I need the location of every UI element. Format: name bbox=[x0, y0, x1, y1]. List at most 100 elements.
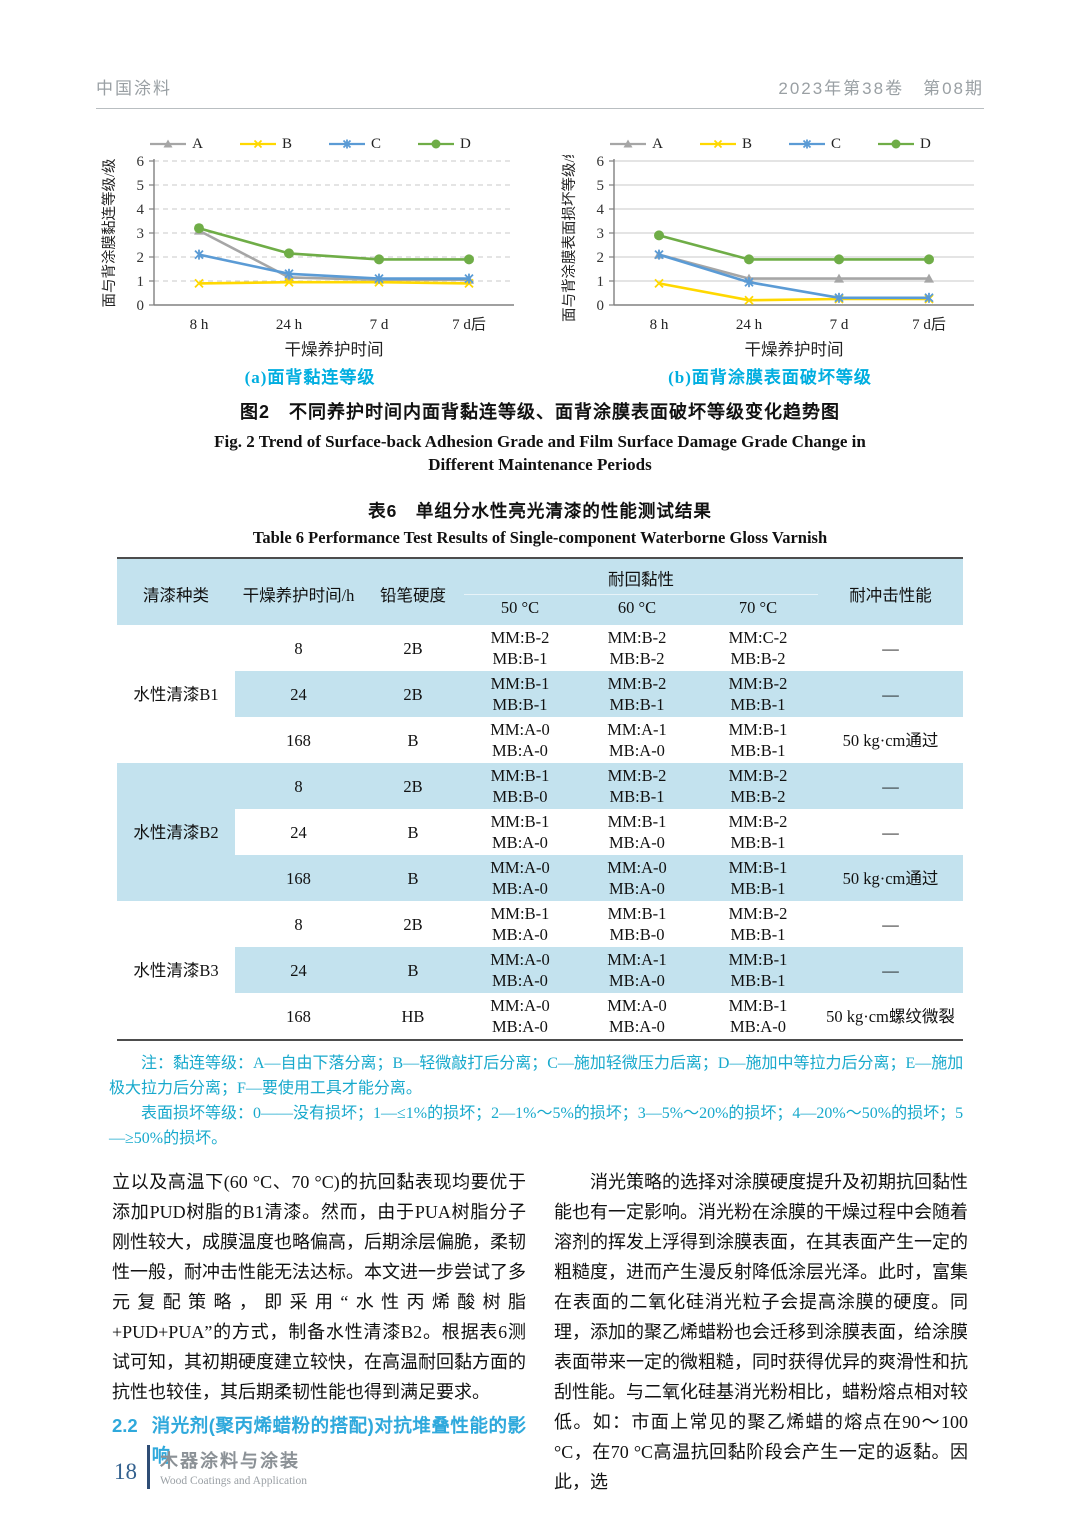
varnish-type-cell: 水性清漆B3 bbox=[116, 901, 235, 1040]
drying-time-cell: 24 bbox=[234, 671, 362, 717]
x-marker-icon bbox=[699, 139, 736, 149]
svg-text:8 h: 8 h bbox=[190, 317, 209, 333]
legend-item-B: B bbox=[699, 136, 752, 153]
svg-text:5: 5 bbox=[137, 178, 145, 194]
svg-text:24 h: 24 h bbox=[276, 317, 303, 333]
legend-label: C bbox=[831, 135, 842, 152]
legend-item-B: B bbox=[239, 136, 292, 153]
impact-cell: 50 kg·cm通过 bbox=[842, 730, 939, 750]
impact-cell: — bbox=[882, 638, 899, 658]
hardness-cell: 2B bbox=[361, 671, 464, 717]
hardness-cell: 2B bbox=[361, 763, 464, 809]
table-row: 24 2B MM:B-1 MB:B-1 MM:B-2 MB:B-1 MM:B-2 MB:B-1… bbox=[117, 671, 963, 717]
svg-text:7 d: 7 d bbox=[370, 317, 389, 333]
header-cell-pencil-hardness: 铅笔硬度 bbox=[361, 558, 464, 625]
hardness-cell: B bbox=[407, 730, 419, 750]
chart-damage-grade: A B C D 0 1 2 3 4 5 6 面与背涂膜表面损坏等级/级 8 h 24 h 7 d 7 d后 干燥… bbox=[556, 133, 984, 388]
asterisk-marker-icon bbox=[329, 139, 365, 149]
footer-titles: 木器涂料与涂装 Wood Coatings and Application bbox=[160, 1447, 307, 1487]
body-column-right: 消光策略的选择对涂膜硬度提升及初期抗回黏性能也有一定影响。消光粉在涂膜的干燥过程… bbox=[554, 1167, 968, 1497]
anti-tack-cell-50c: MM:A-0 MB:A-0 bbox=[490, 996, 550, 1036]
legend-item-C: C bbox=[788, 136, 841, 153]
drying-time-cell: 8 bbox=[294, 914, 303, 934]
anti-tack-cell-60c: MM:A-1 MB:A-0 bbox=[607, 720, 667, 760]
table-caption-en: Table 6 Performance Test Results of Sing… bbox=[252, 528, 828, 547]
svg-text:6: 6 bbox=[597, 155, 605, 170]
anti-tack-cell-60c: MM:B-2 MB:B-1 bbox=[575, 763, 698, 809]
anti-tack-cell-50c: MM:A-0 MB:A-0 bbox=[463, 855, 576, 901]
legend-label: D bbox=[460, 135, 471, 152]
svg-text:7 d后: 7 d后 bbox=[452, 316, 486, 333]
table-row: 水性清漆B2 8 2B MM:B-1 MB:B-0 MM:B-2 MB:B-1 MM:B-2 M… bbox=[116, 763, 963, 901]
legend-label: A bbox=[192, 135, 203, 152]
legend-item-A: A bbox=[149, 136, 203, 153]
svg-text:7 d后: 7 d后 bbox=[912, 316, 946, 333]
anti-tack-cell-70c: MM:B-1 MB:B-1 bbox=[728, 720, 788, 760]
legend-label: A bbox=[652, 135, 663, 152]
legend-item-D: D bbox=[877, 136, 931, 153]
anti-tack-cell-50c: MM:B-1 MB:B-0 bbox=[463, 763, 576, 809]
body-paragraph-left: 立以及高温下(60 °C、70 °C)的抗回黏表现均要优于添加PUD树脂的B1清… bbox=[112, 1172, 526, 1402]
asterisk-marker-icon bbox=[789, 139, 825, 149]
anti-tack-cell-70c: MM:B-1 MB:B-1 bbox=[697, 947, 818, 993]
anti-tack-cell-60c: MM:A-0 MB:A-0 bbox=[607, 996, 667, 1036]
body-column-left: 立以及高温下(60 °C、70 °C)的抗回黏表现均要优于添加PUD树脂的B1清… bbox=[112, 1167, 526, 1497]
figure-caption-zh: 图2 不同养护时间内面背黏连等级、面背涂膜表面破坏等级变化趋势图 bbox=[239, 402, 840, 422]
issue-info: 2023年第38卷 第08期 bbox=[778, 79, 984, 98]
performance-table: 清漆种类 干燥养护时间/h 铅笔硬度 耐回黏性 耐冲击性能 50 °C 60 °… bbox=[116, 557, 963, 1041]
anti-tack-cell-70c: MM:C-2 MB:B-2 bbox=[728, 628, 788, 668]
svg-text:干燥养护时间: 干燥养护时间 bbox=[285, 340, 384, 359]
x-marker-icon bbox=[239, 139, 276, 149]
triangle-marker-icon bbox=[150, 139, 187, 148]
table-row: 水性清漆B3 8 2B MM:B-1 MB:A-0 MM:B-1 MB:B-0 MM:B-2 M… bbox=[116, 901, 963, 1040]
hardness-cell: 2B bbox=[403, 638, 423, 658]
hardness-cell: B bbox=[407, 822, 419, 842]
drying-time-cell: 8 bbox=[234, 763, 362, 809]
anti-tack-cell-70c: MM:B-2 MB:B-1 bbox=[728, 812, 788, 852]
table-row: 24 B MM:B-1 MB:A-0 MM:B-1 MB:A-0 MM:B-2 MB:B-1 — bbox=[117, 809, 963, 855]
table-note-adhesion: 注：黏连等级：A—自由下落分离；B—轻微敲打后分离；C—施加轻微压力后离；D—施… bbox=[109, 1055, 964, 1097]
chart-adhesion-grade: A B C D 0 1 2 3 4 5 6 面与背涂膜黏连等级/级 8 h 24 h 7 d 7 d后 干燥养护… bbox=[96, 133, 524, 388]
legend-item-C: C bbox=[328, 136, 381, 153]
table-row: 168 B MM:A-0 MB:A-0 MM:A-0 MB:A-0 MM:B-1 MB:B-1… bbox=[117, 855, 963, 901]
svg-text:5: 5 bbox=[597, 178, 605, 194]
anti-tack-cell-60c: MM:B-2 MB:B-1 bbox=[575, 671, 698, 717]
chart-legend: A B C D bbox=[149, 133, 471, 155]
svg-text:1: 1 bbox=[597, 274, 605, 290]
page-footer: 18 木器涂料与涂装 Wood Coatings and Application bbox=[114, 1445, 307, 1489]
circle-marker-icon bbox=[878, 139, 915, 149]
anti-tack-cell-50c: MM:A-0 MB:A-0 bbox=[490, 720, 550, 760]
anti-tack-cell-70c: MM:B-2 MB:B-2 bbox=[697, 763, 818, 809]
page-header: 中国涂料 2023年第38卷 第08期 bbox=[96, 74, 984, 109]
body-paragraph-right: 消光策略的选择对涂膜硬度提升及初期抗回黏性能也有一定影响。消光粉在涂膜的干燥过程… bbox=[554, 1172, 968, 1492]
anti-tack-cell-50c: MM:A-0 MB:A-0 bbox=[463, 947, 576, 993]
legend-label: C bbox=[371, 135, 382, 152]
section-number: 2.2 bbox=[112, 1415, 138, 1436]
svg-text:7 d: 7 d bbox=[830, 317, 849, 333]
anti-tack-cell-50c: MM:B-2 MB:B-1 bbox=[490, 628, 550, 668]
chart-caption: (b)面背涂膜表面破坏等级 bbox=[668, 368, 872, 387]
drying-time-cell: 168 bbox=[234, 855, 362, 901]
table-row: 水性清漆B1 8 2B MM:B-2 MB:B-1 MM:B-2 MB:B-2 MM:C-2 M… bbox=[116, 625, 963, 763]
impact-cell: 50 kg·cm螺纹微裂 bbox=[826, 1006, 955, 1026]
hardness-cell: HB bbox=[401, 1006, 425, 1026]
svg-text:面与背涂膜黏连等级/级: 面与背涂膜黏连等级/级 bbox=[100, 158, 118, 307]
header-cell-drying-time: 干燥养护时间/h bbox=[234, 558, 362, 625]
header-cell-temp-70: 70 °C bbox=[697, 594, 818, 625]
table-row: 168 B MM:A-0 MB:A-0 MM:A-1 MB:A-0 MM:B-1 MB:B-1… bbox=[117, 717, 963, 763]
table-note-damage: 表面损坏等级：0——没有损坏；1—≤1%的损坏；2—1%～5%的损坏；3—5%～… bbox=[109, 1105, 964, 1147]
svg-text:1: 1 bbox=[137, 274, 145, 290]
anti-tack-cell-70c: MM:B-1 MB:A-0 bbox=[728, 996, 788, 1036]
footer-title-en: Wood Coatings and Application bbox=[160, 1475, 307, 1487]
anti-tack-cell-50c: MM:B-1 MB:B-1 bbox=[463, 671, 576, 717]
footer-divider-bar bbox=[147, 1445, 150, 1489]
footer-title-zh: 木器涂料与涂装 bbox=[160, 1451, 300, 1471]
drying-time-cell: 24 bbox=[290, 822, 307, 842]
svg-text:0: 0 bbox=[597, 298, 605, 314]
header-cell-anti-tack: 耐回黏性 bbox=[463, 558, 818, 595]
anti-tack-cell-70c: MM:B-2 MB:B-1 bbox=[697, 671, 818, 717]
drying-time-cell: 24 bbox=[234, 947, 362, 993]
svg-text:0: 0 bbox=[137, 298, 145, 314]
journal-name: 中国涂料 bbox=[96, 79, 172, 98]
